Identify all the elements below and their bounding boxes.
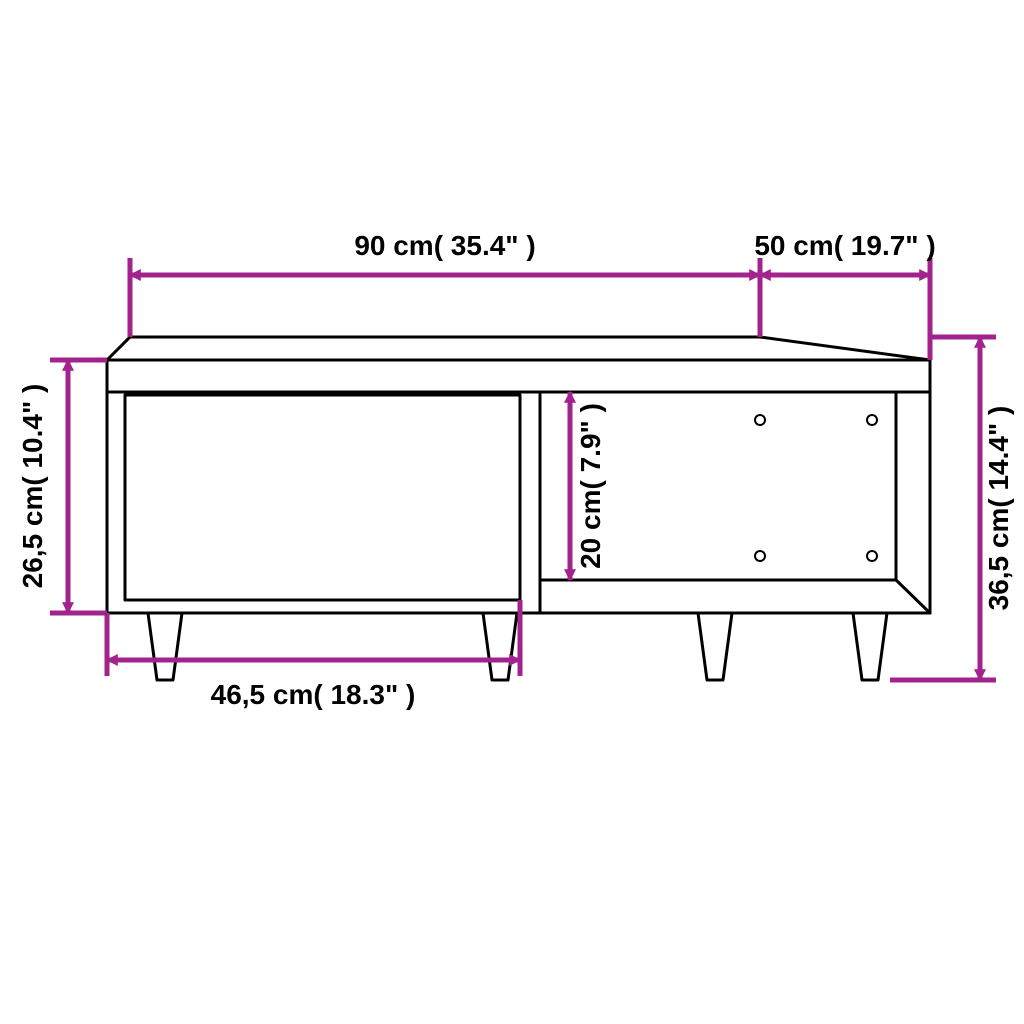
dimension-diagram: 90 cm( 35.4" ) 50 cm( 19.7" ) 26,5 cm( 10.… bbox=[0, 0, 1024, 1024]
label-drawer_w_46_5: 46,5 cm( 18.3" ) bbox=[211, 679, 416, 710]
label-inner_h_20: 20 cm( 7.9" ) bbox=[575, 403, 606, 569]
label-height_36_5: 36,5 cm( 14.4" ) bbox=[983, 406, 1014, 611]
background bbox=[0, 0, 1024, 1024]
label-width_90: 90 cm( 35.4" ) bbox=[354, 230, 535, 261]
label-depth_50: 50 cm( 19.7" ) bbox=[754, 230, 935, 261]
label-height_26_5: 26,5 cm( 10.4" ) bbox=[17, 384, 48, 589]
